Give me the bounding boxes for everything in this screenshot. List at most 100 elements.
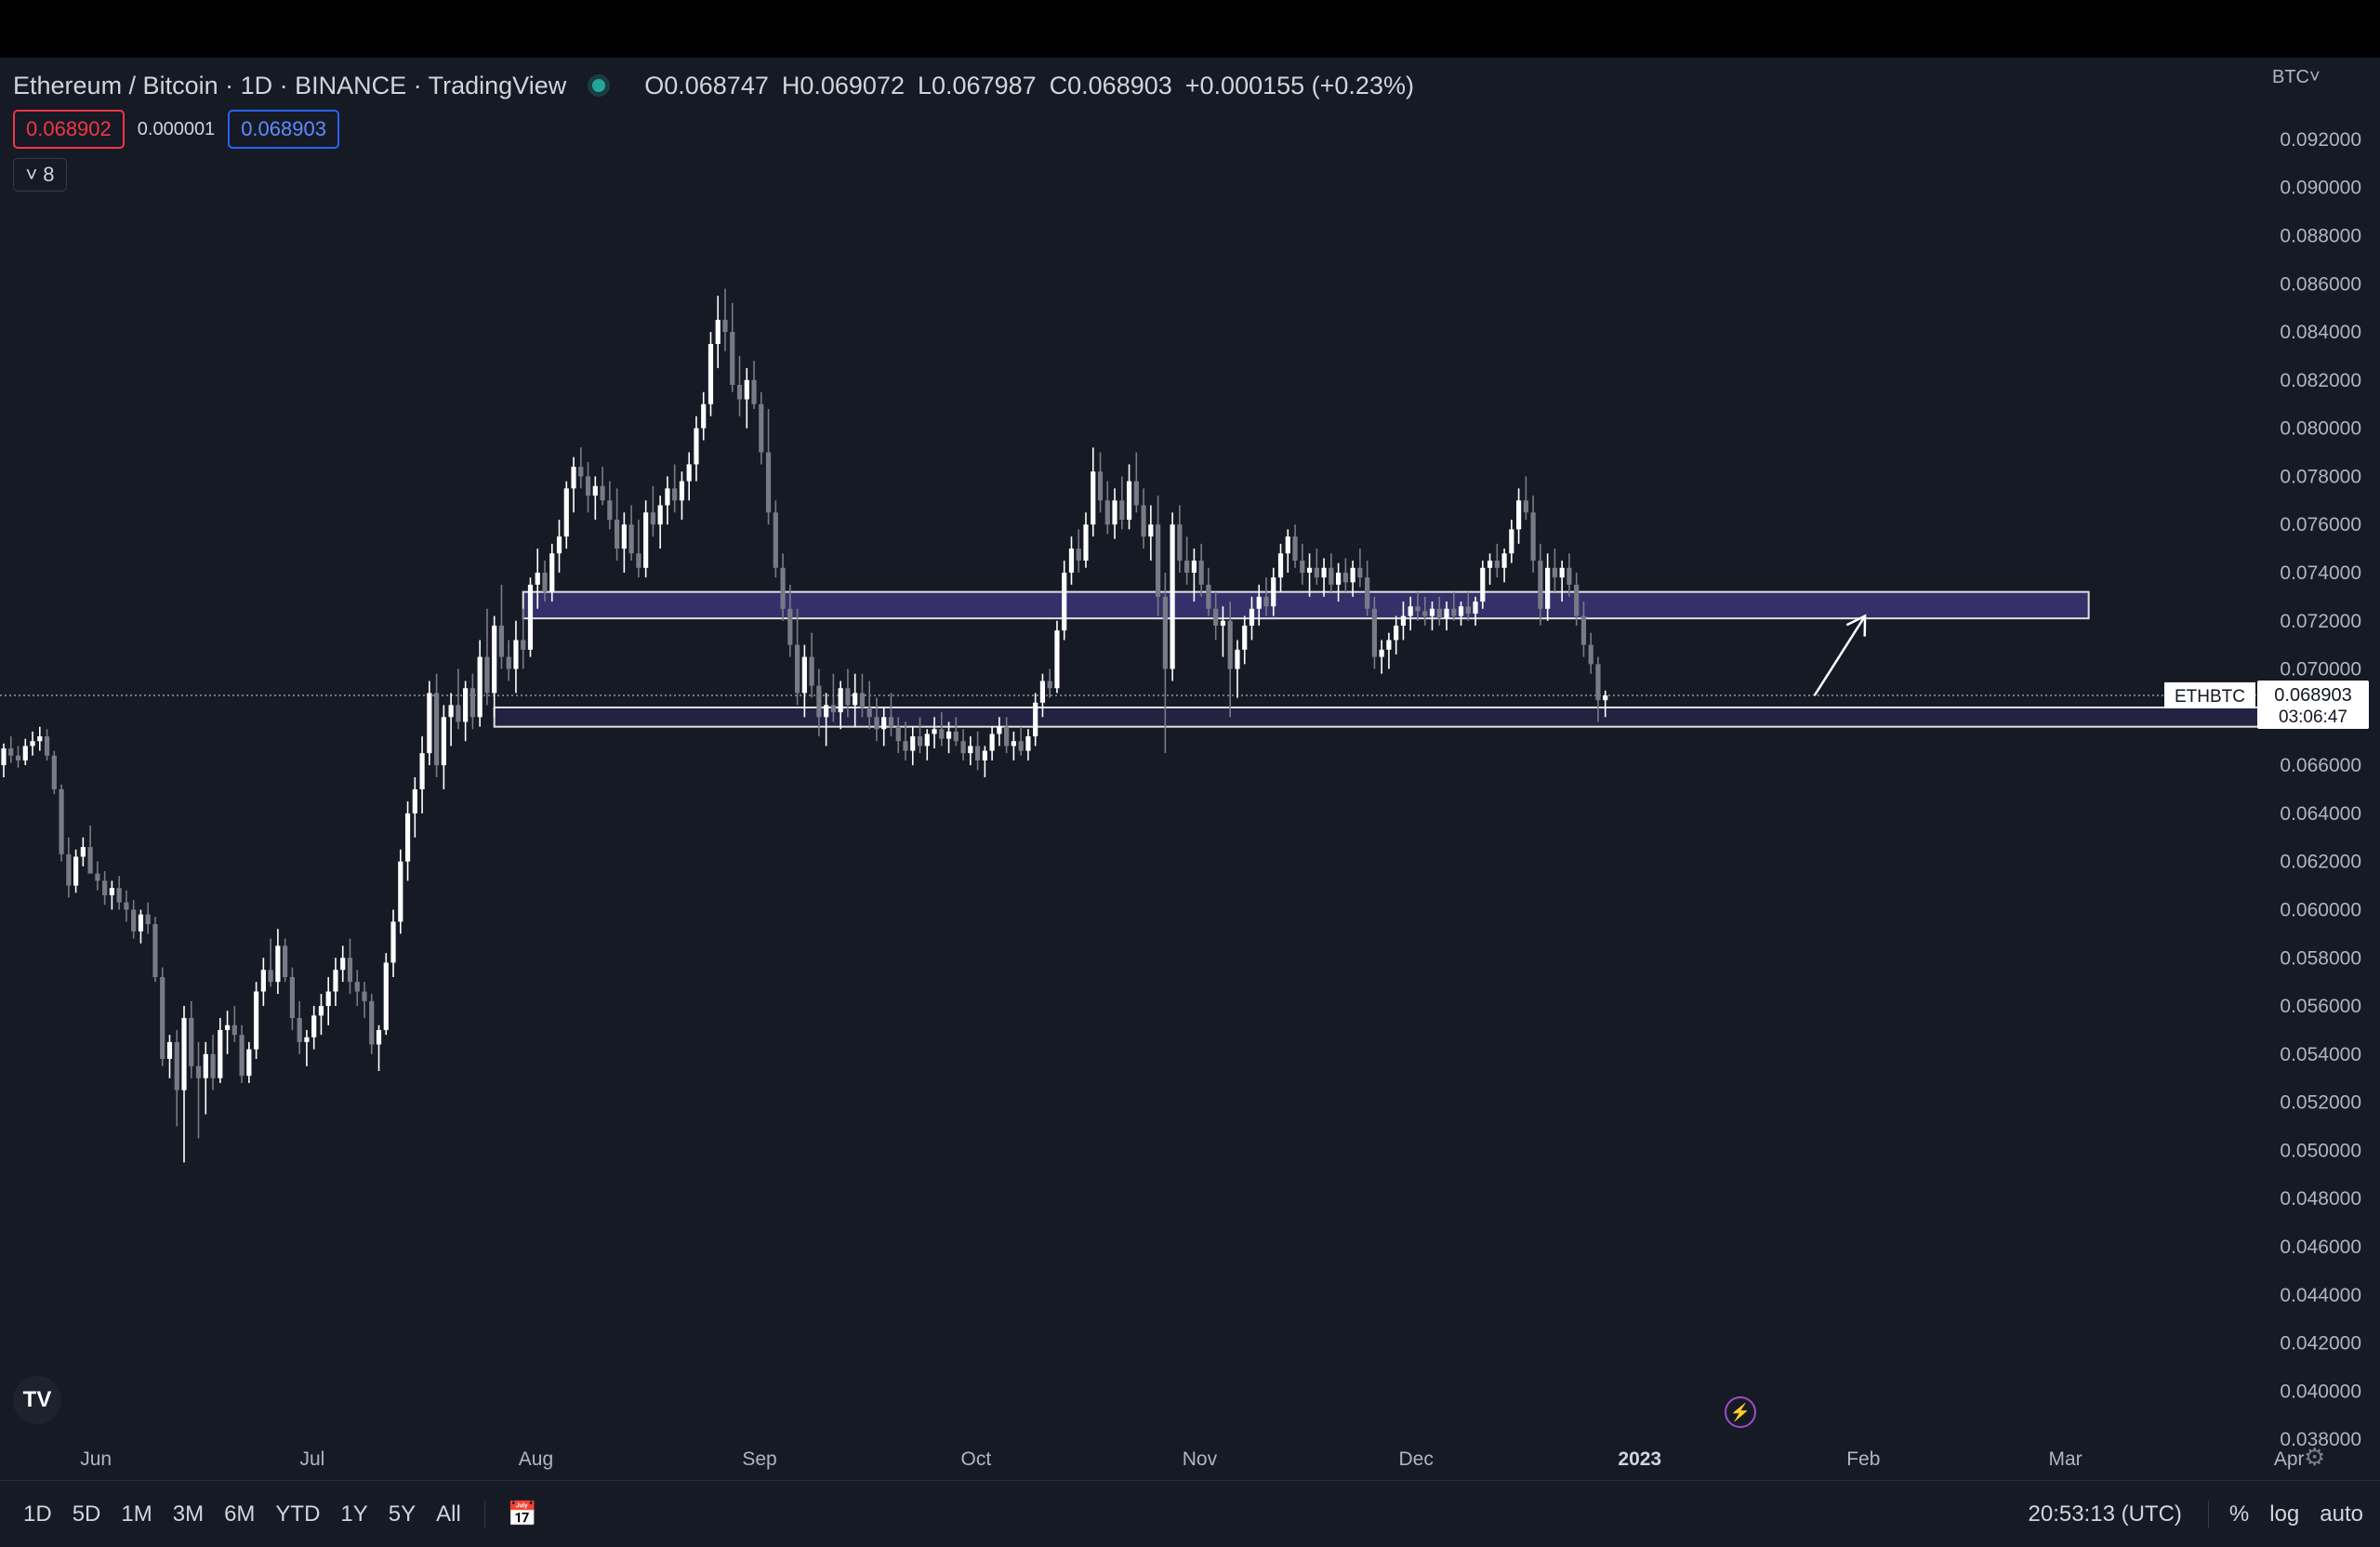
candle-body[interactable]	[1538, 561, 1543, 609]
sell-price-button[interactable]: 0.068902	[13, 110, 125, 149]
candle-body[interactable]	[866, 707, 872, 718]
candle-body[interactable]	[1336, 572, 1342, 585]
candle-body[interactable]	[845, 688, 851, 706]
candle-body[interactable]	[1148, 524, 1154, 537]
candle-body[interactable]	[1220, 620, 1226, 626]
candle-body[interactable]	[1501, 553, 1507, 568]
candle-body[interactable]	[982, 750, 987, 760]
candle-body[interactable]	[1062, 572, 1067, 631]
candle-body[interactable]	[318, 1006, 324, 1016]
candle-body[interactable]	[707, 343, 714, 404]
candle-body[interactable]	[1329, 567, 1334, 585]
candle-body[interactable]	[1487, 561, 1493, 568]
auto-scale-toggle[interactable]: auto	[2320, 1501, 2363, 1527]
candle-body[interactable]	[801, 656, 807, 694]
candle-body[interactable]	[1394, 625, 1399, 641]
candle-body[interactable]	[751, 379, 757, 404]
candle-body[interactable]	[1271, 577, 1276, 607]
candle-body[interactable]	[1076, 549, 1081, 562]
candle-body[interactable]	[924, 734, 930, 747]
support-zone[interactable]	[493, 706, 2380, 728]
candle-body[interactable]	[275, 945, 281, 983]
range-button-6m[interactable]: 6M	[224, 1501, 256, 1527]
candle-body[interactable]	[773, 512, 778, 568]
candle-body[interactable]	[354, 982, 360, 992]
candle-body[interactable]	[398, 861, 403, 922]
symbol-title[interactable]: Ethereum / Bitcoin · 1D · BINANCE · Trad…	[13, 71, 567, 99]
indicators-toggle-button[interactable]: ˅ 8	[13, 158, 67, 192]
calendar-icon[interactable]: 📅	[507, 1500, 538, 1527]
candle-body[interactable]	[1256, 596, 1262, 609]
candle-body[interactable]	[859, 693, 866, 707]
candle-body[interactable]	[30, 741, 35, 747]
candle-body[interactable]	[1119, 500, 1125, 520]
candle-body[interactable]	[615, 520, 620, 549]
candle-body[interactable]	[124, 902, 129, 910]
candle-body[interactable]	[1444, 608, 1449, 619]
tradingview-logo-icon[interactable]: TV	[13, 1376, 61, 1424]
candle-body[interactable]	[246, 1049, 252, 1077]
candle-body[interactable]	[809, 656, 814, 686]
candle-body[interactable]	[1039, 681, 1046, 703]
candle-body[interactable]	[102, 880, 108, 895]
range-button-1m[interactable]: 1M	[121, 1501, 152, 1527]
candle-body[interactable]	[1458, 606, 1464, 616]
currency-select[interactable]: BTC˅	[2272, 67, 2320, 87]
candle-body[interactable]	[8, 747, 14, 756]
candle-body[interactable]	[600, 485, 605, 501]
candle-body[interactable]	[672, 488, 678, 501]
candle-body[interactable]	[1523, 500, 1528, 513]
candle-body[interactable]	[1083, 524, 1089, 562]
candle-body[interactable]	[1465, 606, 1471, 614]
candle-body[interactable]	[701, 403, 707, 429]
candle-body[interactable]	[66, 853, 72, 886]
candle-body[interactable]	[1342, 572, 1348, 583]
candle-body[interactable]	[44, 736, 50, 756]
candle-body[interactable]	[665, 488, 670, 506]
range-button-5d[interactable]: 5D	[72, 1501, 101, 1527]
candle-body[interactable]	[1451, 608, 1457, 616]
candle-body[interactable]	[145, 914, 151, 924]
candle-body[interactable]	[484, 656, 490, 694]
candle-body[interactable]	[527, 584, 534, 650]
candle-body[interactable]	[477, 656, 483, 718]
candle-body[interactable]	[189, 1017, 194, 1066]
candle-body[interactable]	[1408, 606, 1413, 616]
candle-body[interactable]	[874, 717, 879, 730]
candle-body[interactable]	[1516, 500, 1522, 530]
candle-body[interactable]	[347, 958, 353, 983]
candle-body[interactable]	[160, 976, 165, 1059]
candle-body[interactable]	[1141, 505, 1146, 537]
candle-body[interactable]	[224, 1025, 231, 1030]
candle-body[interactable]	[1277, 553, 1284, 578]
candle-body[interactable]	[722, 320, 728, 333]
lightning-icon[interactable]: ⚡	[1725, 1396, 1756, 1428]
candle-body[interactable]	[636, 553, 641, 568]
candle-body[interactable]	[765, 452, 772, 513]
candle-body[interactable]	[1436, 608, 1442, 619]
candle-body[interactable]	[434, 693, 440, 766]
candle-body[interactable]	[1025, 736, 1031, 751]
candle-body[interactable]	[506, 656, 511, 669]
candle-body[interactable]	[694, 428, 699, 465]
candle-body[interactable]	[254, 991, 259, 1050]
candle-body[interactable]	[1133, 481, 1139, 506]
candle-body[interactable]	[1191, 561, 1197, 573]
candle-body[interactable]	[910, 736, 916, 751]
candle-body[interactable]	[549, 553, 555, 592]
candle-body[interactable]	[404, 813, 411, 862]
candle-body[interactable]	[195, 1065, 202, 1078]
candle-body[interactable]	[340, 958, 346, 971]
candle-body[interactable]	[383, 962, 389, 1030]
candle-body[interactable]	[1198, 561, 1204, 585]
candle-body[interactable]	[1054, 630, 1060, 689]
candle-body[interactable]	[1365, 577, 1370, 609]
candle-body[interactable]	[1509, 529, 1514, 554]
candle-body[interactable]	[297, 1017, 302, 1042]
candle-body[interactable]	[59, 789, 64, 854]
candle-body[interactable]	[412, 789, 417, 813]
candle-body[interactable]	[1422, 611, 1428, 616]
candle-body[interactable]	[1177, 524, 1183, 562]
candle-body[interactable]	[498, 625, 505, 657]
candle-body[interactable]	[166, 1041, 173, 1059]
